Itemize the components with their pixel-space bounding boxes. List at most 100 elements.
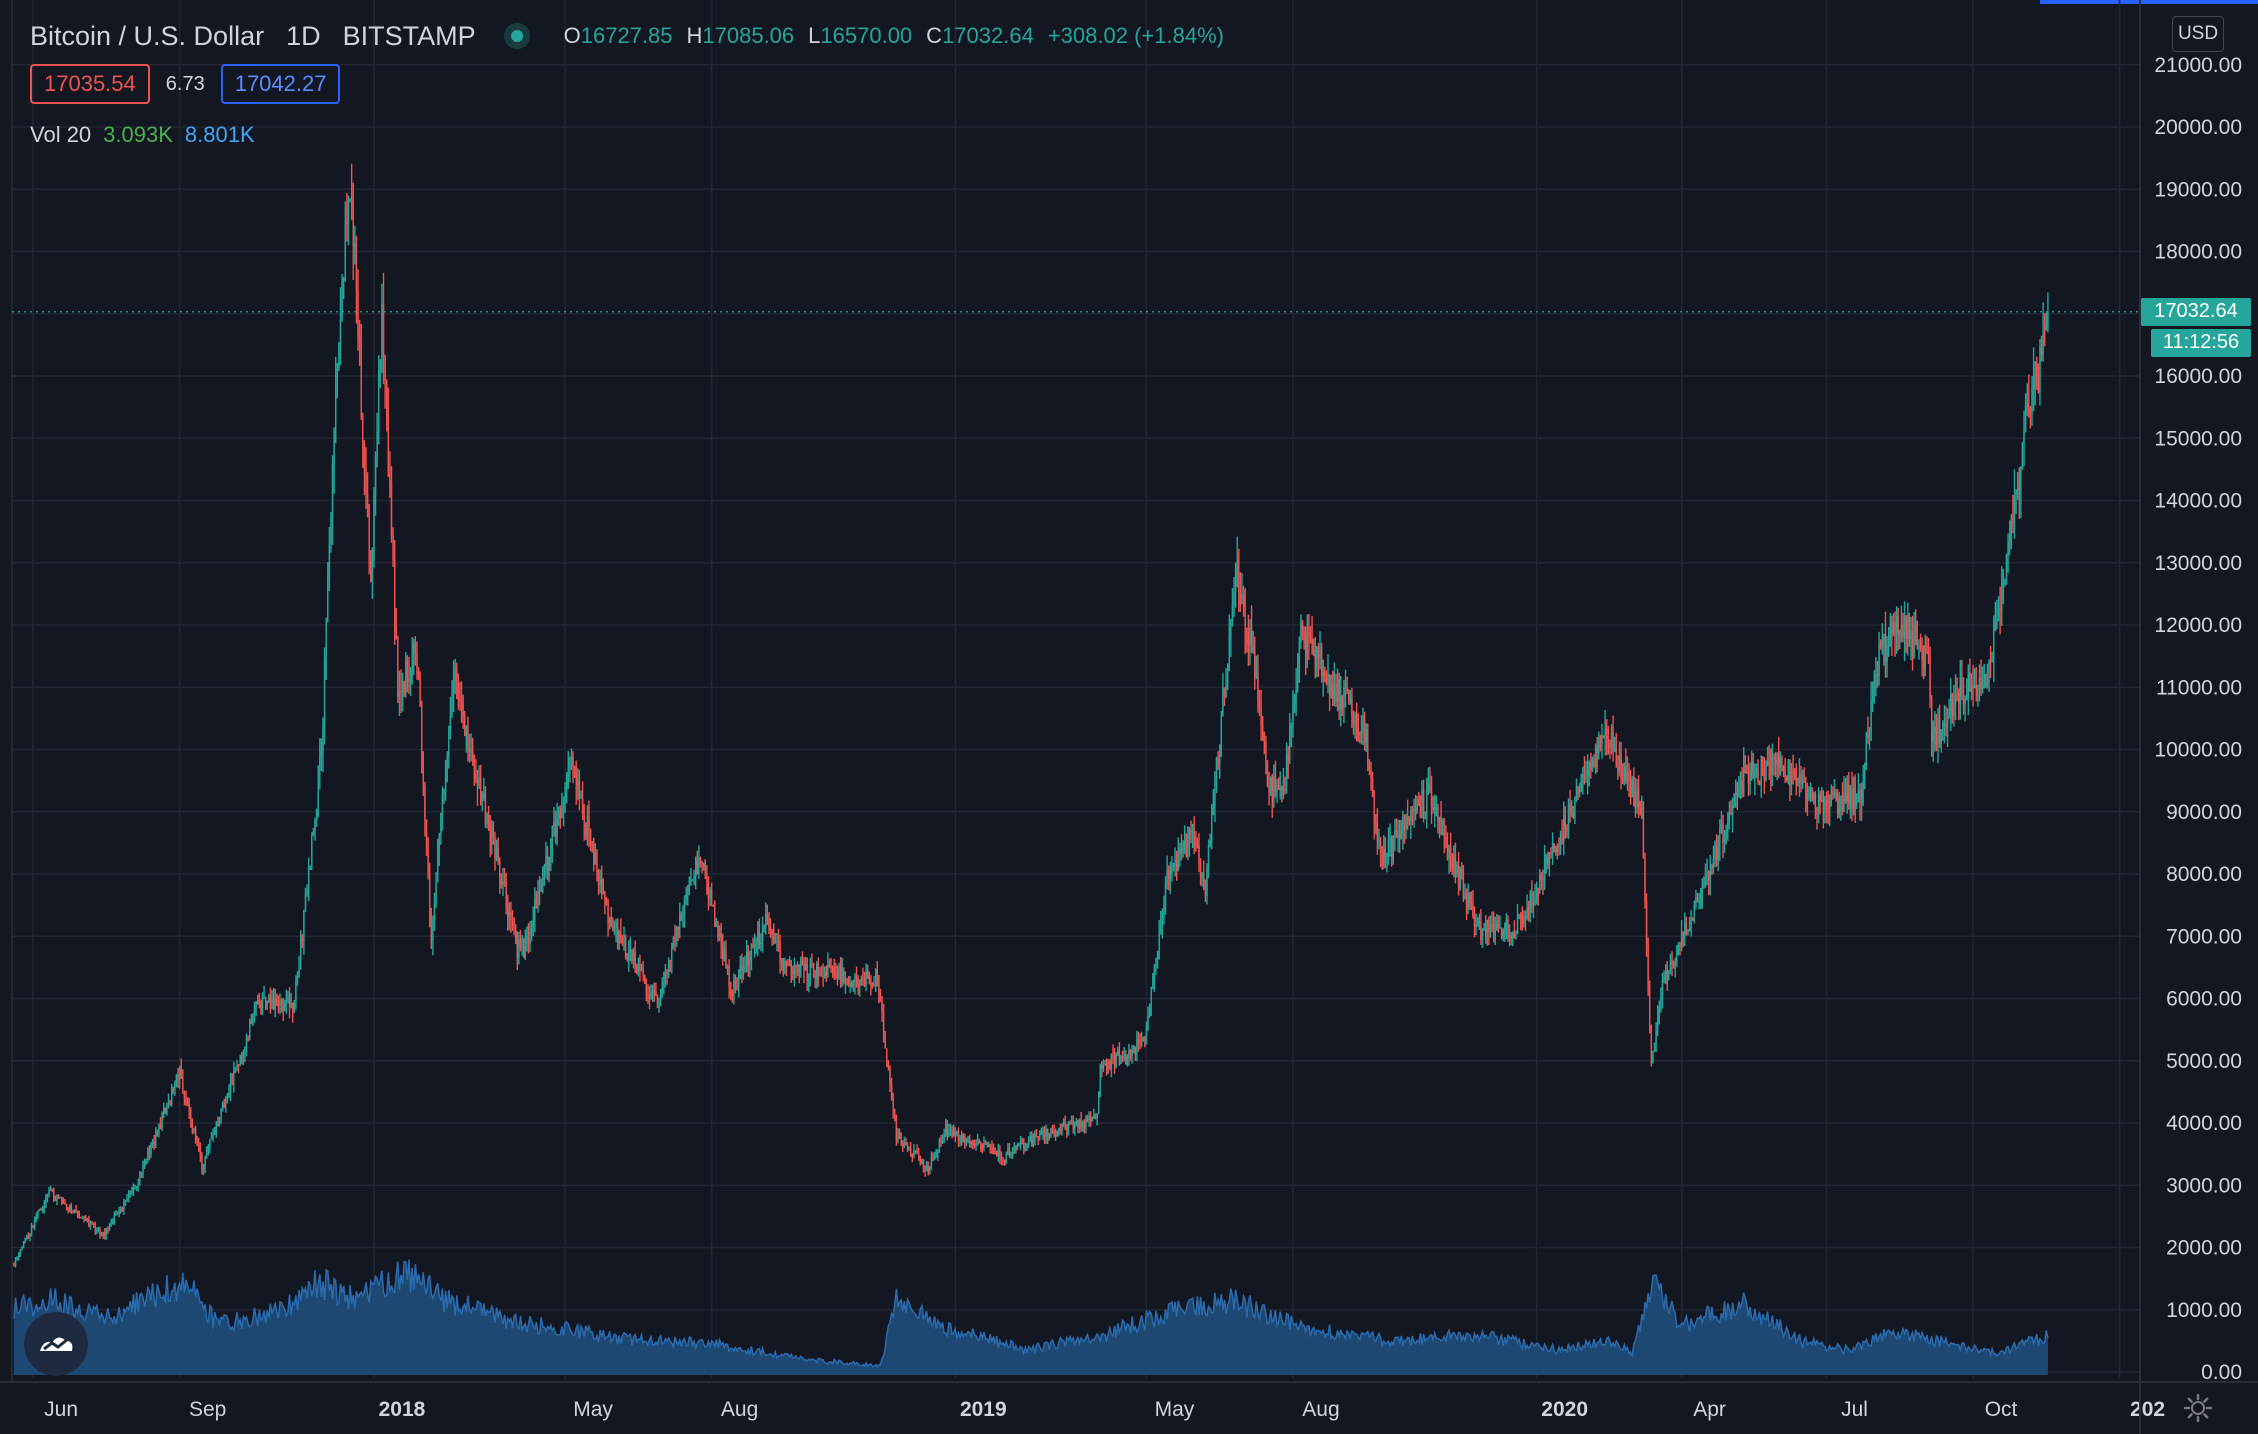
candle-body (1313, 650, 1315, 654)
interval-label[interactable]: 1D (286, 20, 321, 51)
candle-body (258, 1002, 260, 1004)
high-value: 17085.06 (702, 23, 795, 48)
candle-body (1518, 915, 1520, 918)
candle-body (180, 1067, 182, 1078)
candle-body (965, 1138, 968, 1143)
candle-body (1354, 715, 1356, 725)
tradingview-logo-icon[interactable] (24, 1312, 88, 1376)
candle-body (411, 658, 413, 671)
candle-body (465, 726, 467, 736)
candle-body (1931, 696, 1933, 743)
candle-body (1107, 1066, 1109, 1068)
candle-body (421, 706, 423, 756)
x-tick-label: 2020 (1541, 1398, 1588, 1421)
candle-body (414, 644, 417, 654)
candle-body (1629, 778, 1632, 798)
candle-body (1096, 1113, 1098, 1119)
candle-body (1563, 815, 1565, 843)
candle-body (1739, 779, 1742, 786)
candle-body (656, 994, 659, 1006)
candle-body (220, 1109, 222, 1118)
candle-body (1528, 906, 1530, 909)
candle-body (1916, 641, 1918, 648)
volume-label[interactable]: Vol 20 (30, 122, 92, 147)
candle-body (134, 1187, 136, 1189)
candle-body (1199, 863, 1202, 877)
candle-body (1555, 848, 1557, 852)
candle-body (1889, 629, 1891, 644)
candle-body (687, 893, 689, 895)
candle-body (550, 850, 552, 857)
candle-body (1316, 646, 1318, 668)
candle-body (836, 976, 839, 978)
candle-body (621, 939, 624, 944)
candle-body (1696, 897, 1699, 903)
candle-body (1438, 816, 1441, 822)
candle-body (1182, 842, 1184, 854)
candle-body (640, 968, 643, 971)
candle-body (234, 1069, 237, 1071)
candle-body (578, 779, 581, 799)
candle-body (847, 985, 850, 987)
sell-price-button[interactable]: 17035.54 (30, 64, 150, 104)
candle-body (782, 961, 784, 974)
candle-body (1794, 772, 1796, 780)
candle-body (21, 1247, 23, 1250)
candle-body (736, 986, 738, 988)
symbol-title[interactable]: Bitcoin / U.S. Dollar (30, 20, 265, 51)
candle-body (1172, 863, 1175, 867)
candle-body (1706, 872, 1708, 874)
candle-body (852, 983, 855, 986)
candle-body (351, 199, 353, 212)
symbol-legend: Bitcoin / U.S. Dollar 1D BITSTAMP O 16727… (30, 18, 1224, 54)
candle-body (386, 380, 388, 406)
candle-body (34, 1218, 36, 1228)
candle-body (575, 774, 577, 788)
candle-body (1867, 733, 1869, 739)
candle-body (1257, 672, 1259, 702)
candle-body (335, 378, 337, 429)
candle-body (755, 943, 757, 945)
candle-body (610, 917, 612, 925)
candle-body (1809, 787, 1812, 790)
candle-body (671, 948, 673, 962)
candle-body (206, 1152, 208, 1159)
candle-body (1239, 592, 1242, 604)
candle-body (1072, 1120, 1074, 1130)
candle-body (1317, 646, 1320, 658)
candle-body (895, 1117, 898, 1141)
y-tick-label: 9000.00 (2166, 801, 2242, 824)
buy-price-button[interactable]: 17042.27 (220, 64, 341, 104)
currency-button[interactable]: USD (2172, 16, 2224, 52)
candle-body (231, 1080, 233, 1084)
candle-body (105, 1228, 108, 1236)
candle-body (1972, 684, 1974, 688)
candle-body (1464, 893, 1466, 898)
candle-body (1362, 715, 1364, 733)
candle-body (1534, 898, 1536, 903)
y-tick-label: 6000.00 (2166, 988, 2242, 1011)
candle-body (615, 923, 617, 929)
candle-body (1419, 803, 1422, 818)
candle-body (1348, 692, 1350, 700)
candle-body (123, 1203, 125, 1211)
candle-body (397, 638, 399, 698)
candle-body (1472, 903, 1474, 917)
candle-body (1195, 842, 1197, 845)
candle-body (1553, 843, 1555, 849)
market-status-icon[interactable] (503, 23, 530, 49)
candle-body (1504, 927, 1506, 931)
candle-body (1814, 793, 1817, 808)
candle-body (1999, 609, 2001, 612)
candle-body (1163, 904, 1165, 918)
candle-body (962, 1135, 964, 1142)
candle-body (1712, 859, 1715, 869)
candle-body (924, 1169, 926, 1171)
candle-body (612, 924, 614, 930)
candle-body (779, 942, 781, 962)
gear-icon[interactable] (2180, 1390, 2216, 1426)
candle-body (650, 992, 652, 1000)
candle-body (1921, 647, 1923, 661)
